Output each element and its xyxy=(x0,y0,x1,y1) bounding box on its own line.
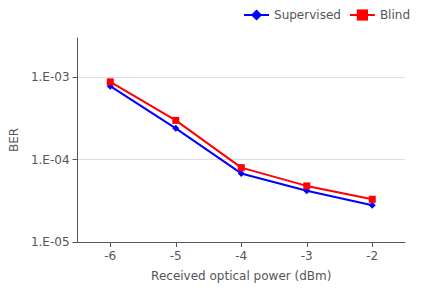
svg-text:-4: -4 xyxy=(235,249,247,263)
svg-text:1.E-03: 1.E-03 xyxy=(31,70,70,84)
svg-text:Blind: Blind xyxy=(380,8,410,22)
svg-text:-5: -5 xyxy=(170,249,182,263)
svg-text:1.E-04: 1.E-04 xyxy=(31,153,70,167)
svg-text:-2: -2 xyxy=(366,249,378,263)
svg-text:1.E-05: 1.E-05 xyxy=(31,235,70,249)
svg-text:-6: -6 xyxy=(104,249,116,263)
svg-text:Received optical power (dBm): Received optical power (dBm) xyxy=(151,269,331,283)
svg-text:Supervised: Supervised xyxy=(274,8,341,22)
svg-text:-3: -3 xyxy=(301,249,313,263)
svg-text:BER: BER xyxy=(7,128,21,152)
